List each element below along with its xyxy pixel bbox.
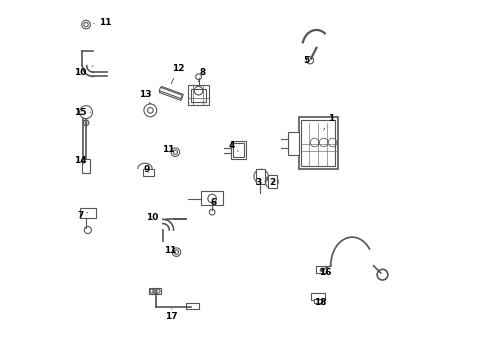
Bar bbox=[314, 299, 322, 303]
Bar bbox=[80, 207, 96, 217]
Text: 18: 18 bbox=[314, 298, 326, 307]
Bar bbox=[148, 288, 161, 294]
Text: 12: 12 bbox=[171, 64, 184, 84]
Text: 17: 17 bbox=[166, 309, 178, 321]
Text: 16: 16 bbox=[319, 268, 332, 277]
Text: 15: 15 bbox=[74, 108, 91, 117]
Text: 11: 11 bbox=[94, 18, 112, 27]
Text: 1: 1 bbox=[323, 114, 334, 130]
Bar bbox=[188, 85, 209, 105]
Text: 11: 11 bbox=[165, 246, 177, 255]
Text: 14: 14 bbox=[74, 156, 87, 165]
Text: 4: 4 bbox=[228, 141, 238, 152]
Bar bbox=[201, 192, 223, 205]
Bar bbox=[288, 132, 299, 155]
Text: 13: 13 bbox=[140, 90, 152, 104]
Text: 7: 7 bbox=[77, 211, 88, 220]
Bar bbox=[231, 141, 245, 159]
Bar bbox=[159, 86, 183, 100]
Bar bbox=[82, 158, 90, 173]
Text: 10: 10 bbox=[74, 66, 93, 77]
Bar bbox=[301, 120, 335, 166]
Text: 9: 9 bbox=[144, 166, 150, 175]
Bar bbox=[256, 169, 265, 184]
Bar bbox=[317, 266, 327, 273]
Text: 2: 2 bbox=[270, 178, 276, 187]
Bar bbox=[186, 303, 198, 309]
Bar bbox=[143, 168, 154, 176]
Circle shape bbox=[83, 120, 89, 126]
Bar bbox=[311, 293, 325, 300]
Bar bbox=[233, 143, 244, 157]
Bar bbox=[159, 87, 182, 99]
Bar bbox=[298, 117, 338, 169]
Text: 8: 8 bbox=[198, 68, 205, 82]
Bar bbox=[268, 175, 277, 188]
Bar bbox=[191, 89, 206, 102]
Text: 6: 6 bbox=[211, 198, 217, 207]
Text: 3: 3 bbox=[255, 178, 262, 187]
Text: 11: 11 bbox=[162, 145, 174, 154]
Text: 10: 10 bbox=[146, 213, 166, 222]
Text: 5: 5 bbox=[303, 56, 313, 65]
